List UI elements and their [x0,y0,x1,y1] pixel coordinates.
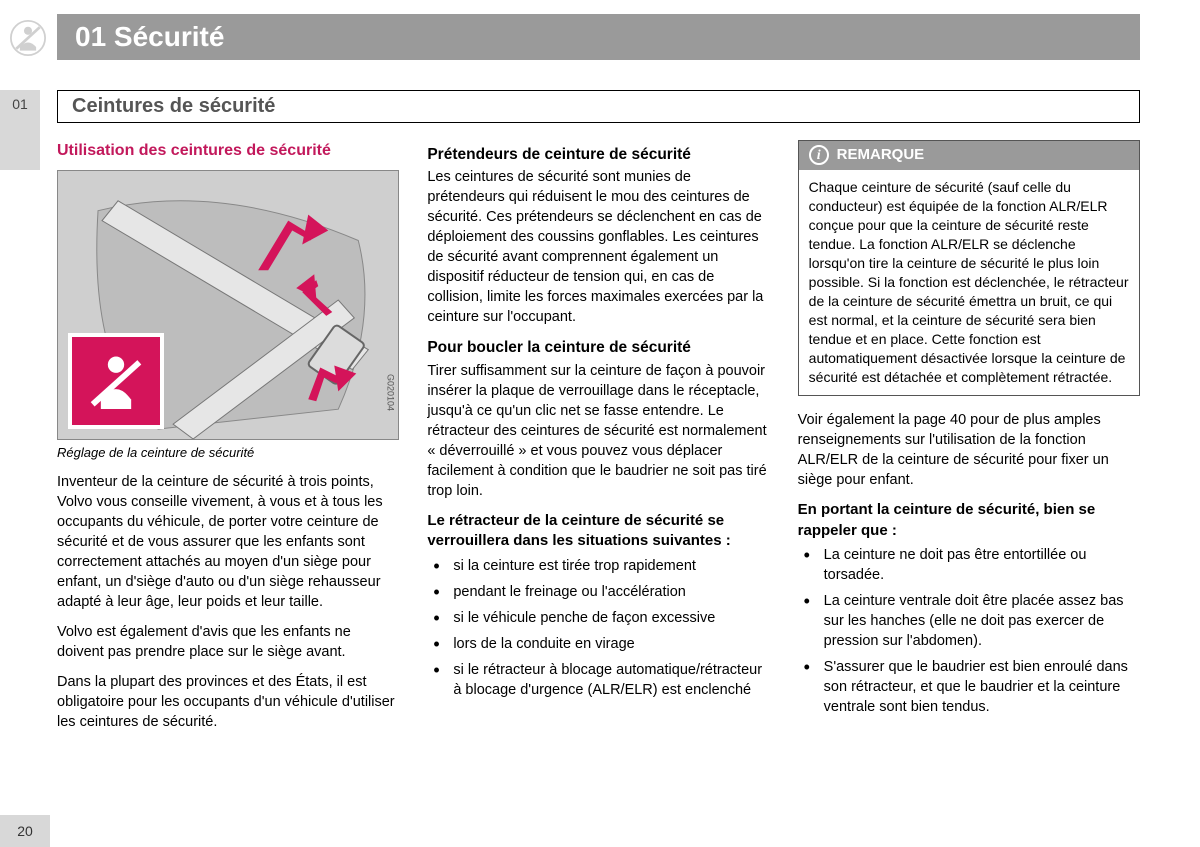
column-3: i REMARQUE Chaque ceinture de sécurité (… [798,140,1140,797]
col1-p1: Inventeur de la ceinture de sécurité à t… [57,472,399,612]
list-item: si le véhicule penche de façon excessive [427,608,769,628]
pretensioners-heading: Prétendeurs de ceinture de sécurité [427,144,769,165]
col1-p2: Volvo est également d'avis que les enfan… [57,622,399,662]
safety-seatbelt-icon [10,20,46,56]
remember-heading: En portant la ceinture de sécurité, bien… [798,500,1140,541]
figure-code: G020104 [384,374,396,411]
chapter-tab: 01 [0,90,40,170]
info-icon: i [809,145,829,165]
buckle-heading: Pour boucler la ceinture de sécurité [427,337,769,358]
chapter-header: 01 Sécurité [57,14,1140,60]
list-item: pendant le freinage ou l'accélération [427,582,769,602]
note-title: REMARQUE [837,145,925,166]
seatbelt-warning-badge-icon [68,333,164,429]
page-number-value: 20 [17,823,33,839]
column-1: Utilisation des ceintures de sécurité [57,140,399,797]
usage-heading: Utilisation des ceintures de sécurité [57,140,399,162]
list-item: lors de la conduite en virage [427,634,769,654]
note-body: Chaque ceinture de sécurité (sauf celle … [799,170,1139,395]
section-title: Ceintures de sécurité [72,95,275,117]
note-header: i REMARQUE [799,141,1139,170]
seatbelt-adjustment-figure: G020104 [57,170,399,440]
chapter-title: 01 Sécurité [75,21,224,53]
section-title-box: Ceintures de sécurité [57,90,1140,123]
note-box: i REMARQUE Chaque ceinture de sécurité (… [798,140,1140,396]
list-item: si la ceinture est tirée trop rapidement [427,556,769,576]
list-item: S'assurer que le baudrier est bien enrou… [798,657,1140,717]
figure-caption: Réglage de la ceinture de sécurité [57,444,399,462]
list-item: si le rétracteur à blocage automatique/r… [427,660,769,700]
chapter-tab-label: 01 [12,96,28,112]
retractor-lock-list: si la ceinture est tirée trop rapidement… [427,556,769,700]
col2-p2: Tirer suffisamment sur la ceinture de fa… [427,361,769,501]
column-2: Prétendeurs de ceinture de sécurité Les … [427,140,769,797]
content-columns: Utilisation des ceintures de sécurité [57,140,1140,797]
col2-p1: Les ceintures de sécurité sont munies de… [427,167,769,327]
col1-p3: Dans la plupart des provinces et des Éta… [57,672,399,732]
remember-list: La ceinture ne doit pas être entortillée… [798,545,1140,717]
list-item: La ceinture ventrale doit être placée as… [798,591,1140,651]
page-number: 20 [0,815,50,847]
list-item: La ceinture ne doit pas être entortillée… [798,545,1140,585]
col3-see-also: Voir également la page 40 pour de plus a… [798,410,1140,490]
retractor-lock-heading: Le rétracteur de la ceinture de sécurité… [427,511,769,552]
